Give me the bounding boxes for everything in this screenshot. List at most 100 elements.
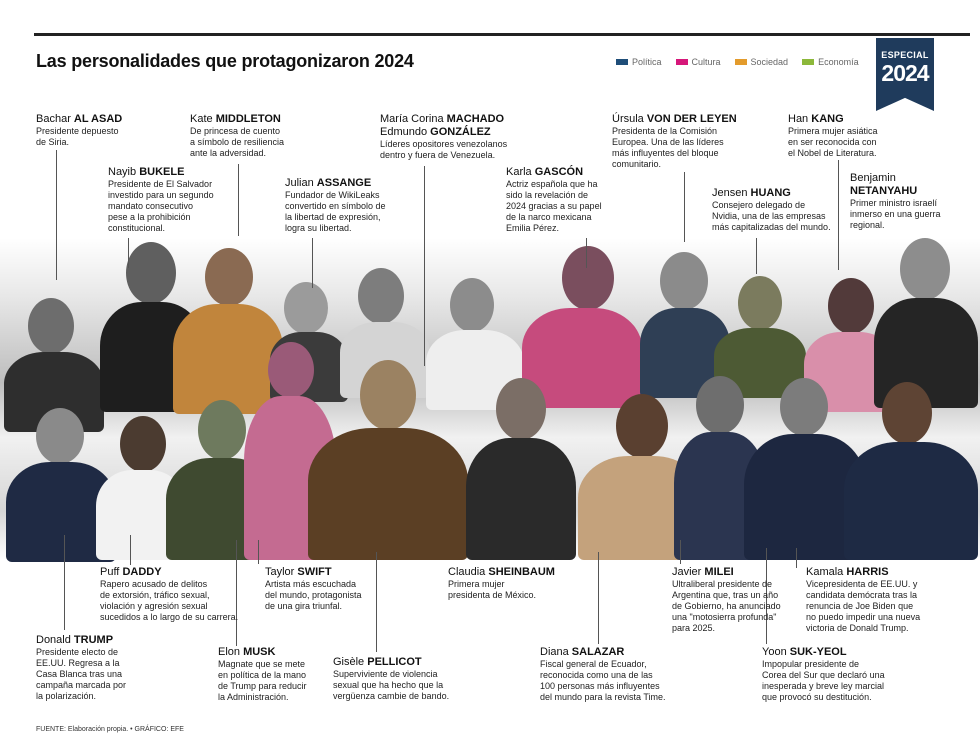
person-name: Donald TRUMP — [36, 634, 114, 646]
person-description: Artista más escuchada del mundo, protago… — [265, 579, 362, 611]
badge-line2: 2024 — [881, 60, 929, 86]
person-description: Actriz española que ha sido la revelació… — [506, 179, 602, 233]
caption-machado-gonzalez: María Corina MACHADO Edmundo GONZÁLEZ Lí… — [380, 113, 550, 161]
caption-puff-daddy: Puff DADDY Rapero acusado de delitos de … — [100, 566, 270, 623]
legend-swatch — [734, 59, 747, 65]
portrait-middleton — [165, 242, 285, 414]
person-description: Consejero delegado de Nvidia, una de las… — [712, 200, 831, 232]
legend-label: Economía — [818, 57, 859, 67]
person-name: María Corina MACHADO — [380, 113, 505, 125]
person-description: Presidenta de la Comisión Europea. Una d… — [612, 126, 724, 169]
person-description: Rapero acusado de delitos de extorsión, … — [100, 579, 239, 622]
caption-milei: Javier MILEI Ultraliberal presidente de … — [672, 566, 812, 634]
person-description: Presidente electo de EE.UU. Regresa a la… — [36, 647, 127, 701]
leader-line — [258, 540, 259, 564]
person-name: Julian ASSANGE — [285, 177, 372, 189]
person-description: Magnate que se mete en política de la ma… — [218, 659, 307, 702]
person-name: Diana SALAZAR — [540, 646, 625, 658]
person-name: Javier MILEI — [672, 566, 734, 578]
legend-label: Política — [632, 57, 662, 67]
person-description: Primer ministro israelí inmerso en una g… — [850, 198, 941, 230]
person-name-2: Edmundo GONZÁLEZ — [380, 126, 491, 138]
caption-al-asad: Bachar AL ASAD Presidente depuesto de Si… — [36, 113, 176, 148]
leader-line — [238, 164, 239, 236]
category-legend: Política Cultura Sociedad Economía — [616, 57, 859, 67]
person-description: Presidente depuesto de Siria. — [36, 126, 119, 147]
leader-line — [586, 238, 587, 268]
portrait-pelicot — [300, 356, 470, 560]
caption-assange: Julian ASSANGE Fundador de WikiLeaks con… — [285, 177, 425, 234]
legend-label: Sociedad — [750, 57, 789, 67]
person-description: Presidente de El Salvador investido para… — [108, 179, 214, 233]
caption-huang: Jensen HUANG Consejero delegado de Nvidi… — [712, 187, 852, 233]
legend-swatch — [675, 59, 688, 65]
person-name: Elon MUSK — [218, 646, 276, 658]
caption-harris: Kamala HARRIS Vicepresidenta de EE.UU. y… — [806, 566, 976, 634]
person-description: Vicepresidenta de EE.UU. y candidata dem… — [806, 579, 921, 633]
person-name: Jensen HUANG — [712, 187, 791, 199]
leader-line — [56, 150, 57, 280]
page-title: Las personalidades que protagonizaron 20… — [36, 51, 414, 71]
top-rule — [34, 33, 970, 36]
person-name: Claudia SHEINBAUM — [448, 566, 555, 578]
legend-item-sociedad: Sociedad — [734, 57, 789, 67]
caption-sheinbaum: Claudia SHEINBAUM Primera mujer presiden… — [448, 566, 588, 601]
person-description: De princesa de cuento a símbolo de resil… — [190, 126, 285, 158]
portrait-collage — [0, 238, 980, 562]
caption-gascon: Karla GASCÓN Actriz española que ha sido… — [506, 166, 636, 234]
person-name-last: NETANYAHU — [850, 185, 918, 197]
caption-von-der-leyen: Úrsula VON DER LEYEN Presidenta de la Co… — [612, 113, 772, 170]
person-name: Úrsula VON DER LEYEN — [612, 113, 737, 125]
person-description: Impopular presidente de Corea del Sur qu… — [762, 659, 885, 702]
person-name: Gisèle PELLICOT — [333, 656, 422, 668]
leader-line — [312, 238, 313, 288]
leader-line — [684, 172, 685, 242]
legend-item-politica: Política — [616, 57, 662, 67]
leader-line — [424, 166, 425, 366]
person-description: Fiscal general de Ecuador, reconocida co… — [540, 659, 666, 702]
person-description: Líderes opositores venezolanos dentro y … — [380, 139, 508, 160]
leader-line — [376, 552, 377, 652]
caption-han-kang: Han KANG Primera mujer asiática en ser r… — [788, 113, 928, 159]
person-name: Kamala HARRIS — [806, 566, 889, 578]
person-name: Puff DADDY — [100, 566, 162, 578]
leader-line — [598, 552, 599, 644]
caption-trump: Donald TRUMP Presidente electo de EE.UU.… — [36, 634, 156, 702]
person-description: Ultraliberal presidente de Argentina que… — [672, 579, 781, 633]
caption-bukele: Nayib BUKELE Presidente de El Salvador i… — [108, 166, 258, 234]
legend-item-cultura: Cultura — [675, 57, 721, 67]
person-description: Fundador de WikiLeaks convertido en símb… — [285, 190, 386, 233]
source-footer: FUENTE: Elaboración propia. • GRÁFICO: E… — [36, 726, 184, 733]
leader-line — [838, 160, 839, 270]
badge-line1: ESPECIAL — [881, 50, 929, 60]
portrait-sheinbaum — [460, 374, 580, 560]
person-name-first: Benjamin — [850, 172, 896, 184]
caption-middleton: Kate MIDDLETON De princesa de cuento a s… — [190, 113, 330, 159]
caption-yoon: Yoon SUK-YEOL Impopular presidente de Co… — [762, 646, 912, 703]
leader-line — [756, 238, 757, 274]
portrait-harris — [840, 378, 980, 560]
person-name: Kate MIDDLETON — [190, 113, 281, 125]
person-name: Han KANG — [788, 113, 844, 125]
leader-line — [130, 535, 131, 565]
leader-line — [796, 548, 797, 568]
person-description: Primera mujer asiática en ser reconocida… — [788, 126, 878, 158]
portrait-machado — [420, 278, 530, 410]
person-name: Karla GASCÓN — [506, 166, 584, 178]
especial-2024-badge: ESPECIAL 2024 — [876, 38, 934, 111]
legend-item-economia: Economía — [802, 57, 859, 67]
portrait-al-asad — [0, 288, 110, 432]
caption-swift: Taylor SWIFT Artista más escuchada del m… — [265, 566, 395, 612]
person-description: Superviviente de violencia sexual que ha… — [333, 669, 450, 701]
person-name: Yoon SUK-YEOL — [762, 646, 847, 658]
leader-line — [680, 540, 681, 564]
caption-salazar: Diana SALAZAR Fiscal general de Ecuador,… — [540, 646, 700, 703]
person-name: Bachar AL ASAD — [36, 113, 123, 125]
leader-line — [128, 238, 129, 268]
person-name: Nayib BUKELE — [108, 166, 185, 178]
leader-line — [64, 535, 65, 630]
caption-pelicot: Gisèle PELLICOT Superviviente de violenc… — [333, 656, 483, 702]
leader-line — [236, 540, 237, 646]
legend-swatch — [616, 59, 628, 65]
person-name: Taylor SWIFT — [265, 566, 332, 578]
